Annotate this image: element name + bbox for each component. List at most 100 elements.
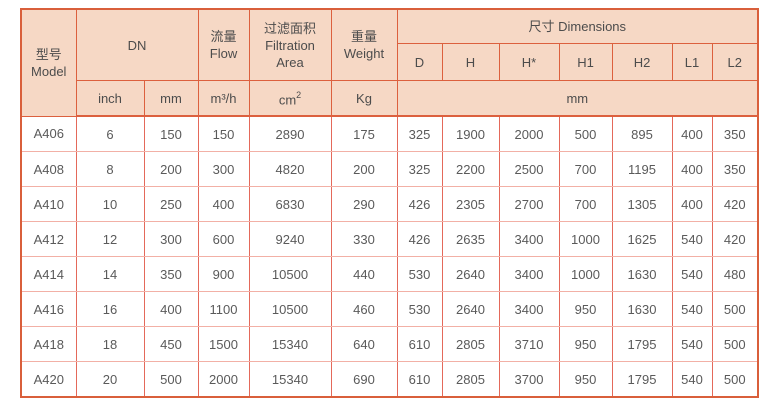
cell-weight: 290 [330,186,398,222]
cell-dim-l2: 350 [711,115,759,152]
cell-dn-inch: 18 [75,326,145,362]
cell-dim-d: 530 [396,291,443,327]
header-dim-l1: L1 [671,43,713,81]
cell-filtration-area: 4820 [248,151,332,187]
header-dim-d: D [396,43,443,81]
cell-dim-d: 530 [396,256,443,292]
cell-dim-l1: 540 [671,361,713,398]
cell-dim-d: 325 [396,115,443,152]
header-weight-zh: 重量 [350,29,377,44]
cell-model: A412 [20,221,77,257]
cell-dim-h: 2635 [441,221,500,257]
cell-filtration-area: 2890 [248,115,332,152]
cell-dim-h: 2200 [441,151,500,187]
cell-flow: 600 [197,221,250,257]
cell-dim-h2: 1630 [611,291,673,327]
cell-dim-h2: 1625 [611,221,673,257]
cell-dim-h1: 1000 [558,221,613,257]
cell-flow: 1500 [197,326,250,362]
cell-filtration-area: 10500 [248,291,332,327]
cell-weight: 640 [330,326,398,362]
cell-weight: 460 [330,291,398,327]
table-row: A406 6 150 150 2890 175 325 1900 2000 500 895 400 35… [20,115,759,152]
spec-table: 型号 Model DN 流量 Flow 过滤面积 Filtration Area… [20,8,760,398]
cell-dim-h: 2805 [441,361,500,398]
cell-dim-h2: 1305 [611,186,673,222]
cell-dim-l1: 540 [671,256,713,292]
cell-dim-l2: 500 [711,326,759,362]
cell-dim-h1: 950 [558,361,613,398]
cell-dim-h2: 1795 [611,326,673,362]
table-row: A412 12 300 600 9240 330 426 2635 3400 1000 1625 54… [20,221,759,257]
table-body: A406 6 150 150 2890 175 325 1900 2000 500 895 400 35… [20,115,759,398]
table-row: A416 16 400 1100 10500 460 530 2640 3400 950 1630 5… [20,291,759,327]
header-unit-area-sup: 2 [296,89,302,100]
cell-dim-hstar: 2700 [498,186,560,222]
cell-dim-hstar: 3710 [498,326,560,362]
cell-model: A416 [20,291,77,327]
header-flow: 流量 Flow [197,8,250,81]
cell-dim-l2: 420 [711,186,759,222]
cell-dim-hstar: 3700 [498,361,560,398]
cell-dim-l2: 420 [711,221,759,257]
cell-dim-h: 1900 [441,115,500,152]
cell-dim-l1: 400 [671,151,713,187]
cell-weight: 440 [330,256,398,292]
cell-filtration-area: 9240 [248,221,332,257]
header-dim-hstar: H* [498,43,560,81]
cell-dn-mm: 350 [143,256,199,292]
cell-dn-inch: 16 [75,291,145,327]
cell-dim-l1: 400 [671,186,713,222]
table-header: 型号 Model DN 流量 Flow 过滤面积 Filtration Area… [20,8,759,117]
cell-dim-h1: 1000 [558,256,613,292]
header-filtration-area: 过滤面积 Filtration Area [248,8,332,81]
table-row: A408 8 200 300 4820 200 325 2200 2500 700 1195 400 3… [20,151,759,187]
header-unit-flow: m³/h [197,80,250,117]
header-model-zh: 型号 [35,46,62,62]
cell-model: A406 [20,115,77,152]
cell-dn-mm: 450 [143,326,199,362]
cell-dim-h2: 1630 [611,256,673,292]
cell-dim-h2: 895 [611,115,673,152]
header-unit-area: cm2 [248,80,332,117]
cell-dim-l1: 400 [671,115,713,152]
cell-model: A420 [20,361,77,398]
cell-dim-hstar: 3400 [498,291,560,327]
cell-dn-inch: 8 [75,151,145,187]
cell-dim-h1: 950 [558,326,613,362]
header-flow-zh: 流量 [210,29,237,44]
cell-dim-l2: 500 [711,361,759,398]
cell-dim-h2: 1795 [611,361,673,398]
header-dim-h1: H1 [558,43,613,81]
cell-dim-d: 610 [396,361,443,398]
cell-dim-h1: 500 [558,115,613,152]
spec-table-container: 型号 Model DN 流量 Flow 过滤面积 Filtration Area… [20,8,760,398]
cell-dim-l2: 500 [711,291,759,327]
cell-model: A408 [20,151,77,187]
header-unit-mm: mm [143,80,199,117]
cell-dim-h: 2305 [441,186,500,222]
cell-dim-h: 2640 [441,256,500,292]
cell-dim-l2: 480 [711,256,759,292]
cell-dn-mm: 300 [143,221,199,257]
cell-dn-inch: 20 [75,361,145,398]
header-dimensions: 尺寸 Dimensions [396,8,759,44]
cell-filtration-area: 10500 [248,256,332,292]
cell-dim-hstar: 2000 [498,115,560,152]
cell-flow: 300 [197,151,250,187]
header-dim-h2: H2 [611,43,673,81]
cell-model: A414 [20,256,77,292]
cell-dim-l1: 540 [671,291,713,327]
cell-model: A410 [20,186,77,222]
cell-dim-d: 325 [396,151,443,187]
cell-flow: 150 [197,115,250,152]
cell-dim-d: 426 [396,221,443,257]
cell-dim-h: 2805 [441,326,500,362]
header-filtration-zh: 过滤面积 [263,20,316,36]
cell-weight: 175 [330,115,398,152]
cell-dn-mm: 500 [143,361,199,398]
header-filtration-en2: Area [276,54,304,70]
header-dim-l2: L2 [711,43,759,81]
table-row: A420 20 500 2000 15340 690 610 2805 3700 950 1795 5… [20,361,759,398]
cell-dn-mm: 400 [143,291,199,327]
